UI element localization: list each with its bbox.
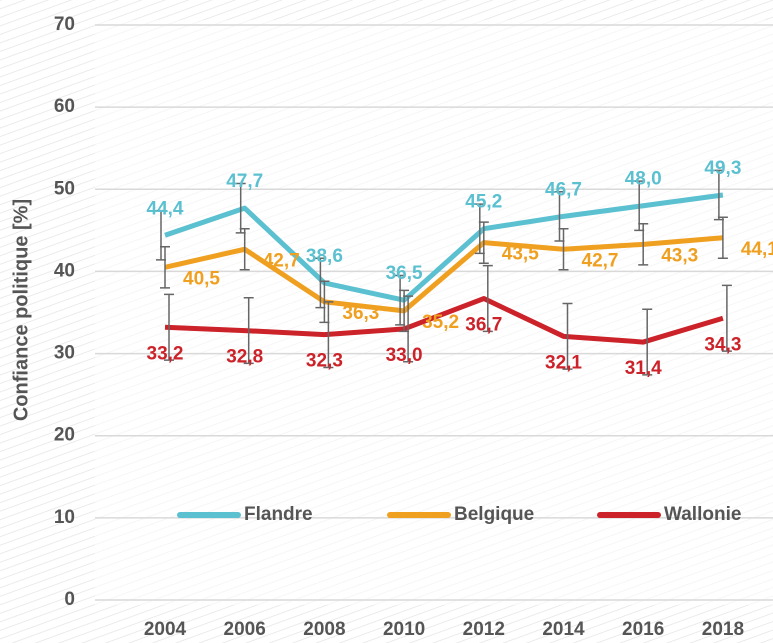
error-bar [243, 296, 254, 365]
value-label: 44,1 [741, 239, 773, 260]
error-bar [164, 293, 174, 361]
legend-label: Flandre [244, 504, 313, 525]
y-tick-label: 70 [54, 14, 75, 35]
value-label: 34,3 [704, 334, 741, 355]
value-label: 47,7 [226, 171, 263, 192]
value-label: 42,7 [263, 250, 300, 271]
value-label: 31,4 [625, 358, 662, 379]
x-tick-label: 2014 [542, 619, 585, 640]
value-label: 32,1 [545, 352, 582, 373]
x-tick-label: 2018 [702, 619, 744, 640]
y-tick-label: 40 [54, 260, 75, 281]
error-bar [482, 264, 493, 333]
value-label: 45,2 [465, 192, 502, 213]
value-label: 38,6 [306, 246, 343, 267]
value-label: 48,0 [625, 169, 662, 190]
error-bar [562, 302, 573, 370]
value-label: 44,4 [147, 198, 184, 219]
y-tick-label: 20 [54, 425, 75, 446]
value-label: 43,5 [502, 244, 539, 265]
error-bar [717, 216, 728, 260]
x-tick-label: 2010 [383, 619, 425, 640]
x-tick-label: 2016 [622, 619, 664, 640]
error-bar [239, 227, 250, 271]
y-axis-label: Confiance politique [%] [10, 199, 32, 421]
error-bar [160, 246, 170, 289]
value-label: 36,7 [465, 315, 502, 336]
value-label: 43,3 [661, 245, 698, 266]
value-label: 40,5 [183, 268, 220, 289]
y-tick-label: 0 [64, 589, 75, 610]
series-line [164, 192, 724, 303]
series-line [164, 296, 724, 345]
value-label: 33,0 [386, 345, 423, 366]
value-label: 49,3 [704, 158, 741, 179]
legend-label: Belgique [454, 504, 534, 525]
value-label: 46,7 [545, 179, 582, 200]
y-tick-label: 10 [54, 507, 75, 528]
value-label: 36,3 [342, 303, 379, 324]
value-label: 36,5 [386, 263, 423, 284]
value-label: 32,3 [306, 351, 343, 372]
x-tick-label: 2008 [303, 619, 345, 640]
y-tick-label: 30 [54, 343, 75, 364]
error-bar [721, 284, 732, 352]
series-line [164, 235, 724, 314]
x-tick-label: 2012 [463, 619, 505, 640]
legend-label: Wallonie [664, 504, 741, 525]
error-bar [638, 223, 649, 266]
y-tick-label: 60 [54, 96, 75, 117]
error-bar [403, 295, 414, 363]
error-bar [478, 221, 489, 264]
value-label: 32,8 [226, 347, 263, 368]
value-label: 33,2 [147, 343, 184, 364]
error-bar [558, 227, 569, 271]
value-label: 42,7 [582, 250, 619, 271]
error-bar [642, 308, 653, 376]
error-bar [323, 301, 334, 369]
x-tick-label: 2006 [224, 619, 266, 640]
y-tick-label: 50 [54, 178, 75, 199]
x-tick-label: 2004 [144, 619, 187, 640]
value-label: 35,2 [422, 312, 459, 333]
plot-area [95, 20, 773, 605]
